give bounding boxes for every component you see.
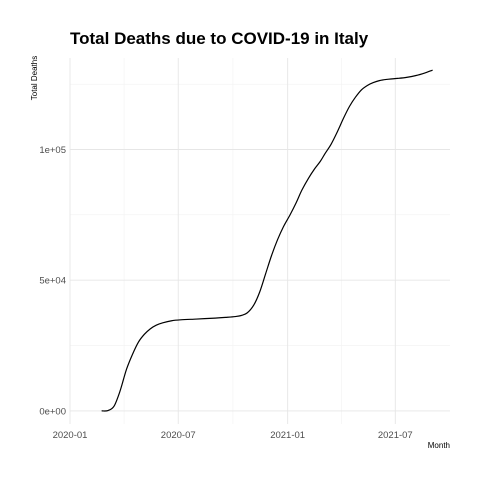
x-tick-label: 2020-01: [53, 430, 88, 441]
y-axis-title: Total Deaths: [30, 56, 39, 100]
chart-title: Total Deaths due to COVID-19 in Italy: [70, 29, 369, 48]
y-tick-label: 0e+00: [39, 406, 66, 417]
x-tick-label: 2020-07: [161, 430, 196, 441]
y-tick-label: 5e+04: [39, 276, 66, 287]
minor-grid: [70, 58, 450, 424]
x-tick-label: 2021-01: [270, 430, 305, 441]
y-axis-ticks: 0e+00 5e+04 1e+05: [39, 145, 66, 417]
series-layer: [101, 69, 433, 412]
major-grid: [69, 58, 450, 424]
x-tick-label: 2021-07: [378, 430, 413, 441]
x-axis-title: Month: [428, 441, 450, 450]
total-deaths-line: [101, 69, 433, 412]
x-axis-ticks: 2020-01 2020-07 2021-01 2021-07: [53, 430, 413, 441]
y-tick-label: 1e+05: [39, 145, 66, 156]
